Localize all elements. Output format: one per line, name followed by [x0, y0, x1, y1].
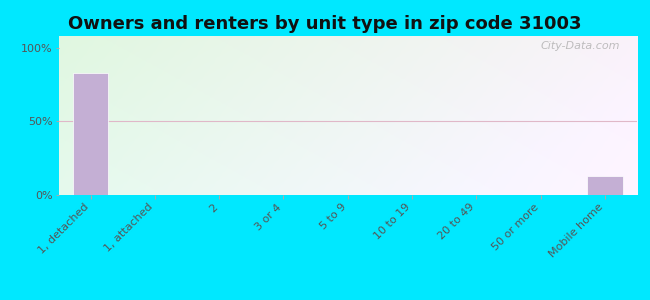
Text: City-Data.com: City-Data.com	[540, 41, 619, 51]
Bar	[587, 176, 623, 195]
Bar	[73, 73, 109, 195]
Text: Owners and renters by unit type in zip code 31003: Owners and renters by unit type in zip c…	[68, 15, 582, 33]
